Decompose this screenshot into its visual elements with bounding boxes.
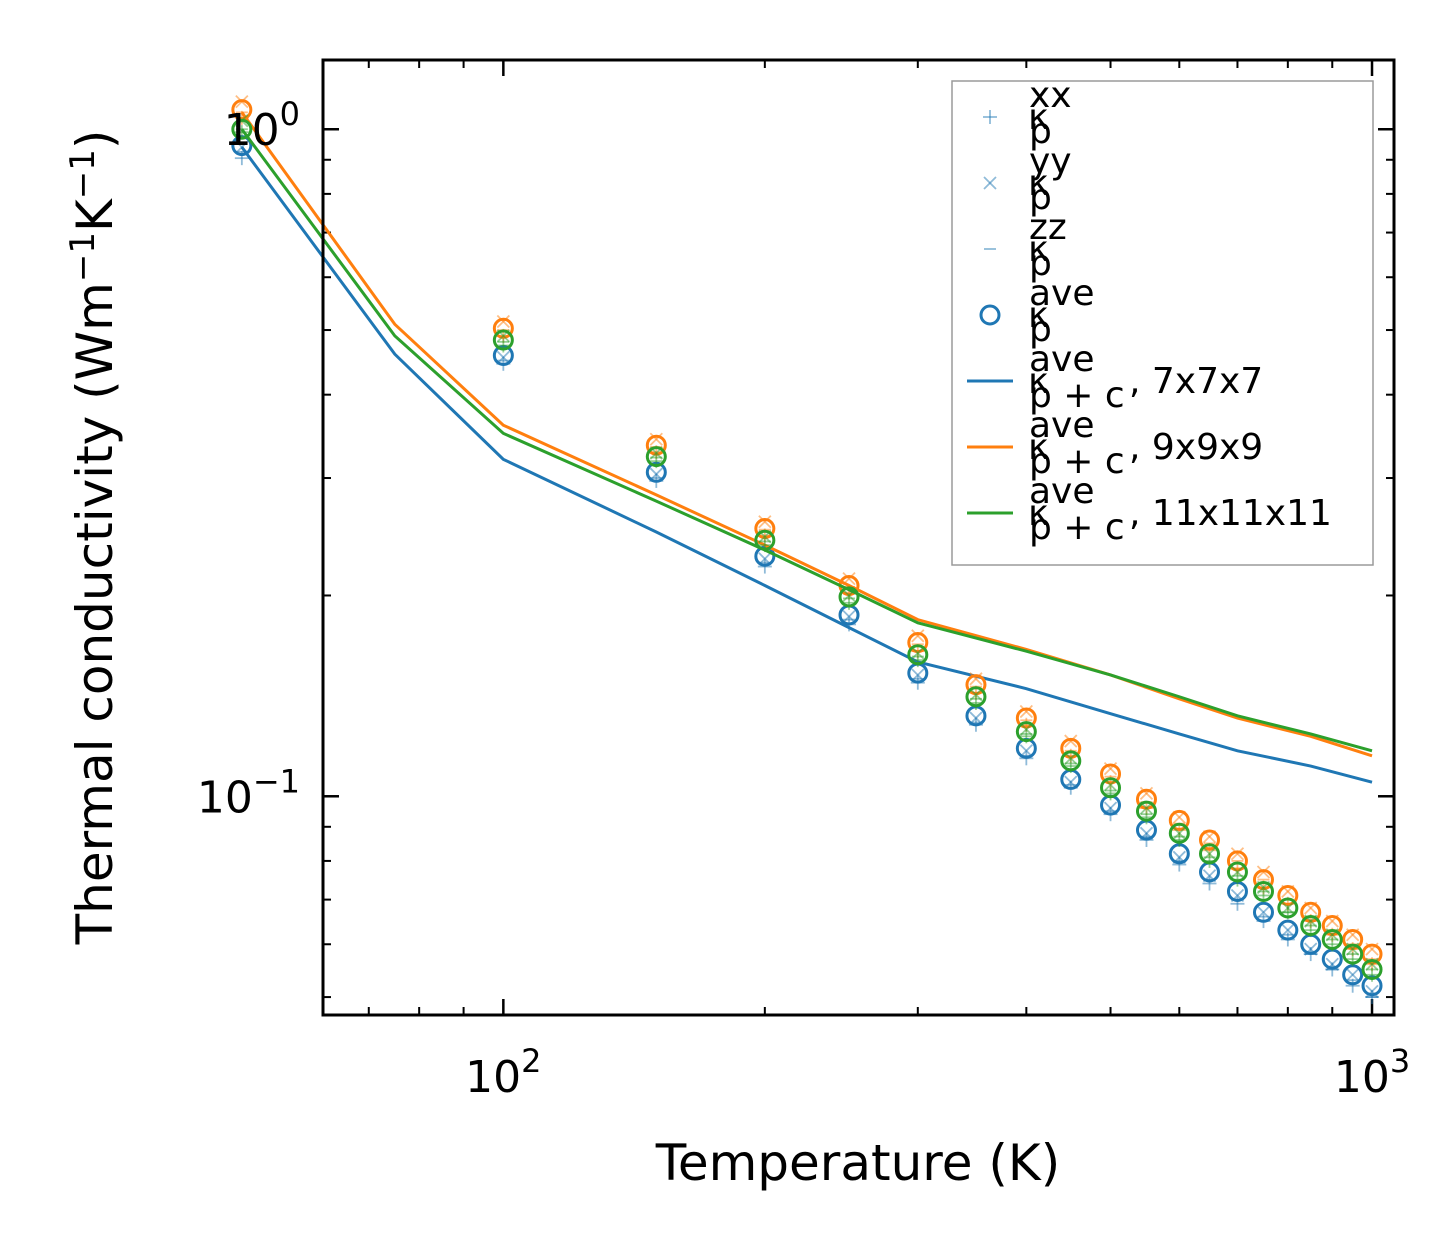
kave-marker — [492, 329, 514, 351]
data-series — [231, 94, 1383, 1005]
legend-subscript: p — [1029, 111, 1052, 152]
kyy-marker — [1230, 847, 1245, 861]
legend-kappa: κ — [1028, 97, 1049, 138]
legend-superscript: xx — [1029, 75, 1072, 116]
kave-marker — [645, 446, 667, 468]
y-tick-label: 10−1 — [197, 762, 300, 823]
x-axis-label: Temperature (K) — [655, 1134, 1060, 1192]
kave-marker — [1342, 943, 1364, 965]
legend-subscript: p + c — [1029, 507, 1125, 548]
legend-kappa: κ — [1028, 295, 1049, 336]
kave-marker — [1321, 928, 1343, 950]
kyy-marker — [1064, 734, 1078, 748]
y-tick-label: 100 — [224, 95, 300, 156]
legend-subscript: p + c — [1029, 441, 1125, 482]
legend-kappa: κ — [1028, 361, 1049, 402]
kave-marker — [1199, 829, 1221, 851]
legend-kappa: κ — [1028, 493, 1049, 534]
kyy-marker — [969, 672, 983, 686]
kave-marker — [1252, 901, 1274, 923]
kpc-line — [240, 128, 1373, 753]
kave-marker — [1135, 800, 1157, 822]
legend-subscript: p — [1029, 243, 1052, 284]
kave-marker — [231, 118, 253, 140]
legend-tail: , 11x11x11 — [1129, 493, 1332, 534]
kave-marker — [907, 644, 929, 666]
kyy-marker — [758, 515, 772, 529]
legend-subscript: p — [1029, 177, 1052, 218]
kyy-marker — [496, 314, 510, 329]
legend-superscript: yy — [1029, 141, 1072, 182]
kave-marker — [231, 99, 253, 121]
plot-frame — [321, 58, 1396, 1017]
kave-marker — [492, 317, 514, 339]
kave-marker — [1252, 880, 1274, 902]
kave-marker — [1015, 707, 1037, 729]
legend-kappa: κ — [1028, 229, 1049, 270]
kxx-marker — [1172, 857, 1187, 872]
x-tick-label: 102 — [465, 1042, 541, 1103]
legend-superscript: ave — [1029, 339, 1095, 380]
kave-marker — [1277, 897, 1299, 919]
kave-marker — [1100, 777, 1122, 799]
legend-superscript: zz — [1029, 207, 1067, 248]
kave-marker — [1015, 721, 1037, 743]
kyy-marker — [649, 432, 663, 446]
y-axis-label: Thermal conductivity (Wm−1K−1) — [63, 130, 124, 946]
kave-marker — [1277, 884, 1299, 906]
legend-superscript: ave — [1029, 405, 1095, 446]
legend-tail: , 9x9x9 — [1129, 427, 1263, 468]
legend-kappa: κ — [1028, 427, 1049, 468]
kave-marker — [1226, 850, 1248, 872]
kave-marker — [1361, 958, 1383, 980]
kave-marker — [1199, 843, 1221, 865]
legend-superscript: ave — [1029, 273, 1095, 314]
kave-marker — [1300, 915, 1322, 937]
kave-marker — [1060, 750, 1082, 772]
kyy-marker — [1346, 968, 1360, 982]
kave-marker — [1277, 919, 1299, 941]
series-11x11x11 — [231, 114, 1383, 982]
kave-marker — [838, 586, 860, 608]
legend-circle-marker — [979, 304, 1001, 326]
legend-box — [951, 80, 1374, 566]
kyy-marker — [911, 629, 925, 643]
kave-marker — [1226, 861, 1248, 883]
kpc-line — [240, 111, 1373, 758]
kave-marker — [1168, 822, 1190, 844]
x-tick-label: 103 — [1334, 1042, 1410, 1103]
kave-marker — [907, 632, 929, 654]
legend-subscript: p — [1029, 309, 1052, 350]
kyy-marker — [1019, 704, 1033, 719]
legend-subscript: p + c — [1029, 375, 1125, 416]
kyy-marker — [1139, 786, 1154, 801]
legend-superscript: ave — [1029, 471, 1095, 512]
legend-tail: , 7x7x7 — [1129, 361, 1263, 402]
kave-marker — [1100, 763, 1122, 785]
tick-labels: 102 103 10−1 100 — [197, 95, 1410, 1103]
kave-marker — [1168, 809, 1190, 831]
kave-marker — [965, 686, 987, 708]
legend-kappa: κ — [1028, 163, 1049, 204]
